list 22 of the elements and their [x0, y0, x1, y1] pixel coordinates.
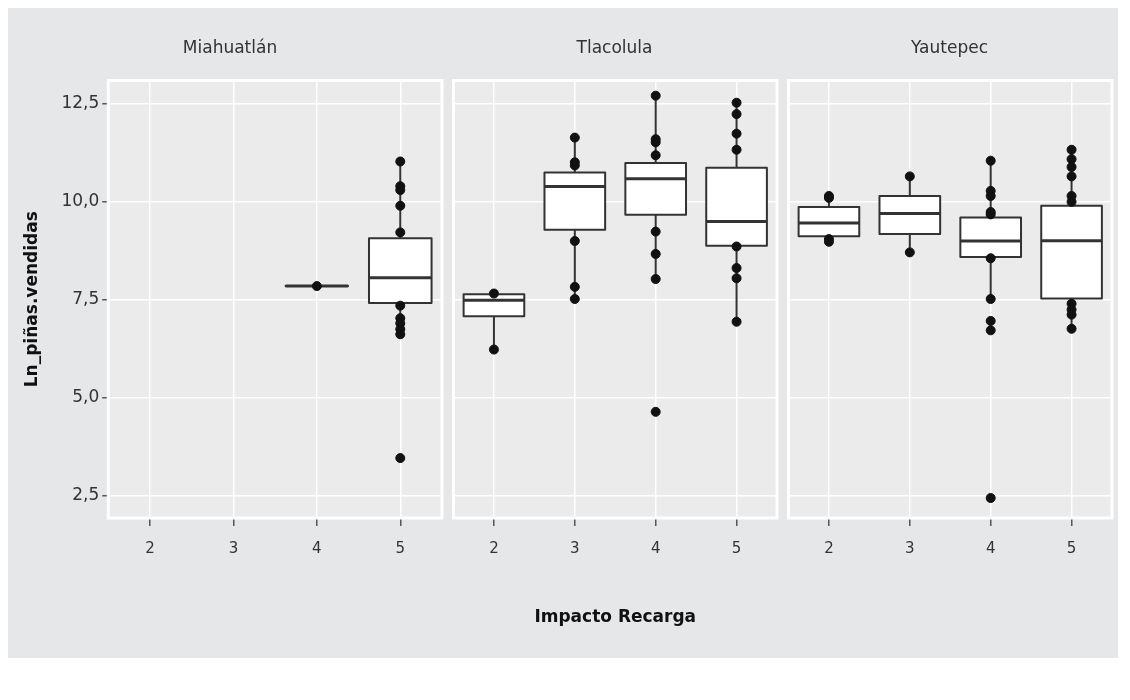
x-tick-label: 3: [905, 538, 915, 557]
y-tick-label: 10,0: [61, 190, 100, 211]
x-tick-label: 2: [145, 538, 155, 557]
x-tick-label: 4: [985, 538, 996, 557]
x-tick-label: 5: [395, 538, 406, 557]
y-tick-label: 5,0: [72, 386, 100, 407]
x-tick-label: 5: [1066, 538, 1077, 557]
chart-title: Yautepec: [910, 36, 988, 57]
y-tick-label: 7,5: [72, 288, 100, 309]
x-tick-label: 2: [489, 538, 499, 557]
y-tick-label: 2,5: [72, 484, 100, 505]
x-tick-label: 3: [570, 538, 580, 557]
chart-title: Tlacolula: [575, 36, 653, 57]
x-tick-label: 2: [824, 538, 834, 557]
x-axis-title: Impacto Recarga: [534, 606, 697, 627]
x-tick-label: 3: [228, 538, 239, 557]
x-tick-label: 4: [650, 538, 661, 557]
y-tick-label: 12,5: [61, 92, 100, 113]
x-tick-label: 5: [731, 538, 742, 557]
x-tick-label: 4: [312, 538, 322, 557]
y-axis-title: Ln_piñas.vendidas: [20, 211, 41, 388]
chart-title: Miahuatlán: [182, 36, 278, 57]
